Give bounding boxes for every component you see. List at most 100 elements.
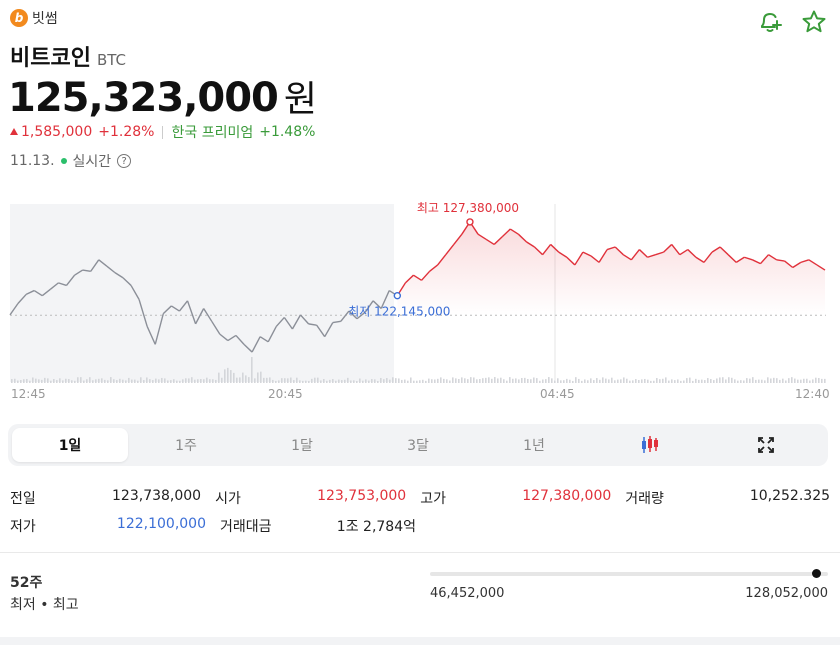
volume-bar bbox=[329, 379, 331, 383]
coin-symbol: BTC bbox=[96, 51, 127, 69]
volume-bar bbox=[455, 378, 457, 383]
volume-bar bbox=[689, 377, 691, 383]
volume-bar bbox=[776, 378, 778, 383]
x-tick-label: 20:45 bbox=[268, 387, 303, 401]
volume-bar bbox=[338, 379, 340, 383]
price-segment bbox=[74, 269, 83, 276]
expand-chart-button[interactable] bbox=[708, 428, 824, 462]
date-label: 11.13. bbox=[10, 153, 55, 169]
volume-bar bbox=[161, 377, 163, 383]
week52-low: 46,452,000 bbox=[430, 586, 505, 601]
volume-bar bbox=[221, 377, 223, 383]
tab-3m[interactable]: 3달 bbox=[407, 438, 429, 454]
help-icon[interactable]: ? bbox=[117, 154, 132, 168]
volume-bar bbox=[449, 380, 451, 383]
volume-bar bbox=[482, 378, 484, 383]
volume-bar bbox=[614, 380, 616, 383]
volume-bar bbox=[302, 380, 304, 383]
time-status: 11.13. 실시간 ? bbox=[10, 151, 132, 171]
price-segment bbox=[744, 256, 753, 261]
price-segment bbox=[90, 259, 100, 272]
favorite-button[interactable] bbox=[800, 8, 828, 36]
price-segment bbox=[647, 254, 656, 258]
volume-bar bbox=[578, 378, 580, 383]
price-segment bbox=[356, 311, 366, 320]
volume-bar bbox=[326, 380, 328, 383]
volume-bar bbox=[563, 380, 565, 383]
high-label: 최고 127,380,000 bbox=[417, 201, 519, 215]
volume-bar bbox=[116, 380, 118, 383]
price-chart[interactable]: 최고 127,380,000 최저 122,145,000 12:45 20:4… bbox=[0, 200, 840, 410]
volume-bar bbox=[728, 377, 730, 383]
volume-bar bbox=[113, 379, 115, 383]
premium-label[interactable]: 한국 프리미엄 bbox=[171, 125, 254, 141]
price-segment bbox=[566, 256, 576, 266]
volume-bar bbox=[317, 377, 319, 383]
price-segment bbox=[275, 317, 285, 327]
volume-bar bbox=[710, 379, 712, 383]
price-segment bbox=[98, 259, 108, 267]
price-segment bbox=[259, 336, 269, 343]
up-triangle-icon bbox=[10, 128, 18, 135]
volume-bar bbox=[185, 378, 187, 383]
bell-plus-icon bbox=[761, 13, 782, 32]
volume-bar bbox=[602, 377, 604, 383]
volume-bar bbox=[737, 380, 739, 383]
volume-bar bbox=[53, 379, 55, 383]
volume-bar bbox=[419, 380, 421, 383]
price-segment bbox=[203, 308, 213, 322]
tab-1d[interactable]: 1일 bbox=[12, 428, 128, 462]
volume-bar bbox=[344, 379, 346, 383]
volume-bar bbox=[611, 377, 613, 383]
volume-bar bbox=[590, 378, 592, 383]
volume-bar bbox=[80, 377, 82, 383]
alarm-add-button[interactable] bbox=[756, 8, 784, 36]
volume-bar bbox=[233, 372, 235, 383]
volume-bar bbox=[383, 379, 385, 383]
volume-bar bbox=[806, 378, 808, 383]
tab-1y[interactable]: 1년 bbox=[523, 438, 545, 454]
volume-bar bbox=[248, 377, 250, 383]
volume-bar bbox=[608, 379, 610, 383]
price-segment bbox=[679, 248, 689, 256]
stat-open: 시가 123,753,000 bbox=[215, 488, 420, 508]
volume-bar bbox=[770, 378, 772, 383]
volume-bar bbox=[59, 378, 61, 383]
price-segment bbox=[308, 323, 317, 326]
volume-bar bbox=[35, 378, 37, 383]
volume-bar bbox=[467, 379, 469, 383]
expand-icon bbox=[758, 437, 774, 453]
volume-bar bbox=[785, 380, 787, 383]
price-segment bbox=[493, 236, 503, 245]
volume-bar bbox=[584, 379, 586, 383]
volume-bar bbox=[401, 379, 403, 383]
stat-value: 1조 2,784억 bbox=[336, 519, 416, 535]
volume-bar bbox=[26, 378, 28, 383]
price-segment bbox=[695, 256, 705, 263]
price-segment bbox=[380, 290, 390, 309]
volume-bar bbox=[794, 378, 796, 383]
volume-bar bbox=[647, 379, 649, 383]
price-segment bbox=[154, 313, 164, 345]
volume-bar bbox=[92, 380, 94, 383]
stat-trade-value: 거래대금 1조 2,784억 bbox=[220, 516, 430, 536]
volume-bar bbox=[110, 377, 112, 383]
price-segment bbox=[106, 265, 116, 274]
candle-chart-button[interactable] bbox=[592, 428, 708, 462]
volume-bar bbox=[314, 377, 316, 383]
volume-bar bbox=[257, 372, 259, 383]
volume-bar bbox=[605, 378, 607, 383]
volume-bar bbox=[137, 380, 139, 383]
volume-bar bbox=[686, 378, 688, 383]
volume-bar bbox=[125, 380, 127, 383]
volume-bar bbox=[422, 379, 424, 383]
tab-1m[interactable]: 1달 bbox=[291, 438, 313, 454]
price-segment bbox=[17, 293, 27, 304]
volume-bar bbox=[599, 379, 601, 383]
volume-bar bbox=[371, 379, 373, 383]
volume-bar bbox=[239, 377, 241, 383]
price-segment bbox=[622, 254, 632, 261]
tab-1w[interactable]: 1주 bbox=[175, 438, 197, 454]
price-segment bbox=[792, 261, 802, 269]
price-segment bbox=[194, 308, 205, 325]
